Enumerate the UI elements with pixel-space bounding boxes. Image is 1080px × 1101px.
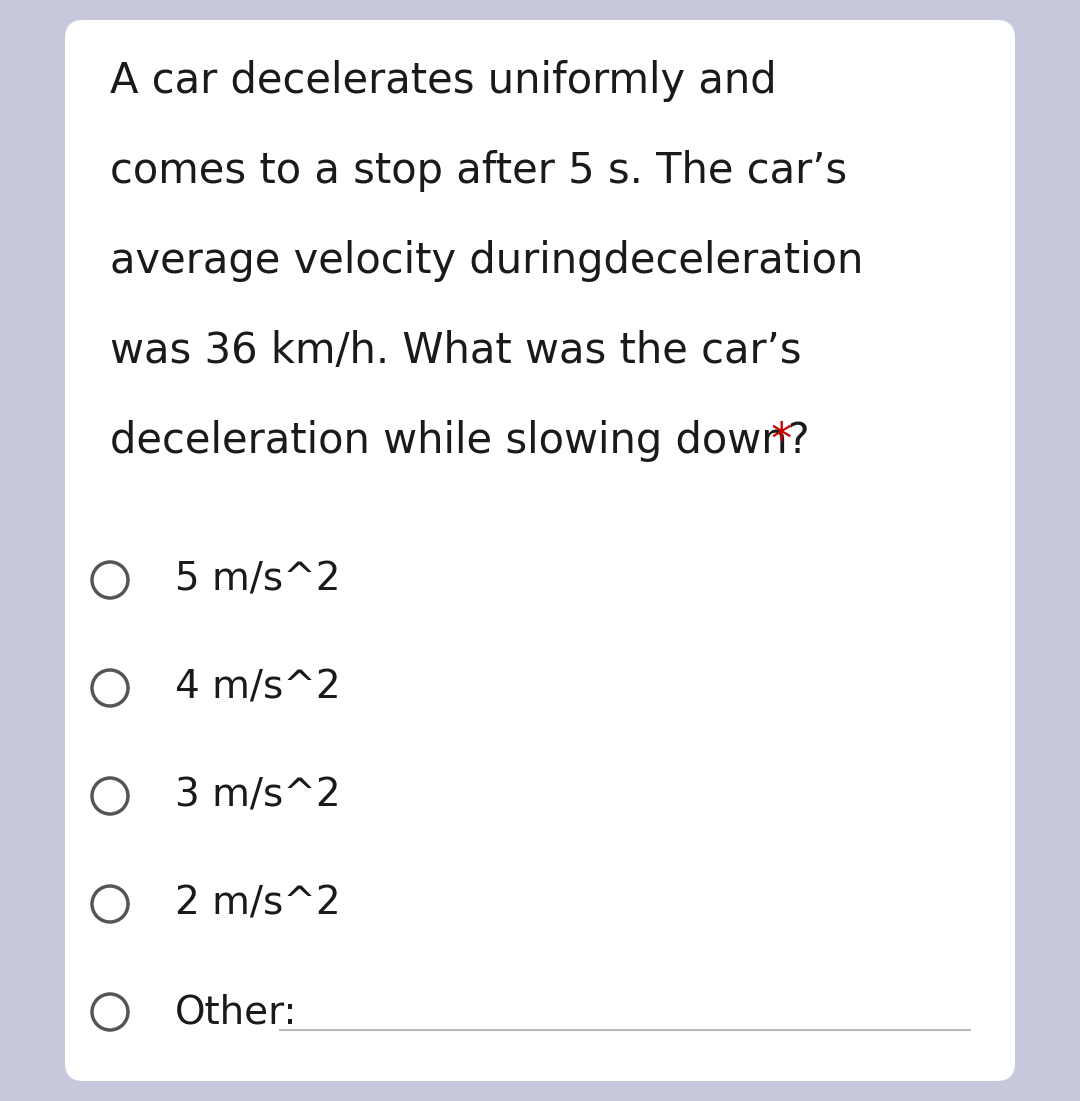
FancyBboxPatch shape <box>65 20 1015 1081</box>
Text: 5 m/s^2: 5 m/s^2 <box>175 562 340 599</box>
Text: comes to a stop after 5 s. The car’s: comes to a stop after 5 s. The car’s <box>110 150 847 192</box>
Text: 3 m/s^2: 3 m/s^2 <box>175 777 340 815</box>
Text: A car decelerates uniformly and: A car decelerates uniformly and <box>110 59 777 102</box>
Text: Other:: Other: <box>175 993 297 1031</box>
Text: was 36 km/h. What was the car’s: was 36 km/h. What was the car’s <box>110 330 801 372</box>
Text: 2 m/s^2: 2 m/s^2 <box>175 885 340 923</box>
Text: 4 m/s^2: 4 m/s^2 <box>175 669 340 707</box>
Text: average velocity duringdeceleration: average velocity duringdeceleration <box>110 240 863 282</box>
Text: deceleration while slowing down?: deceleration while slowing down? <box>110 419 810 462</box>
Text: *: * <box>758 419 792 462</box>
